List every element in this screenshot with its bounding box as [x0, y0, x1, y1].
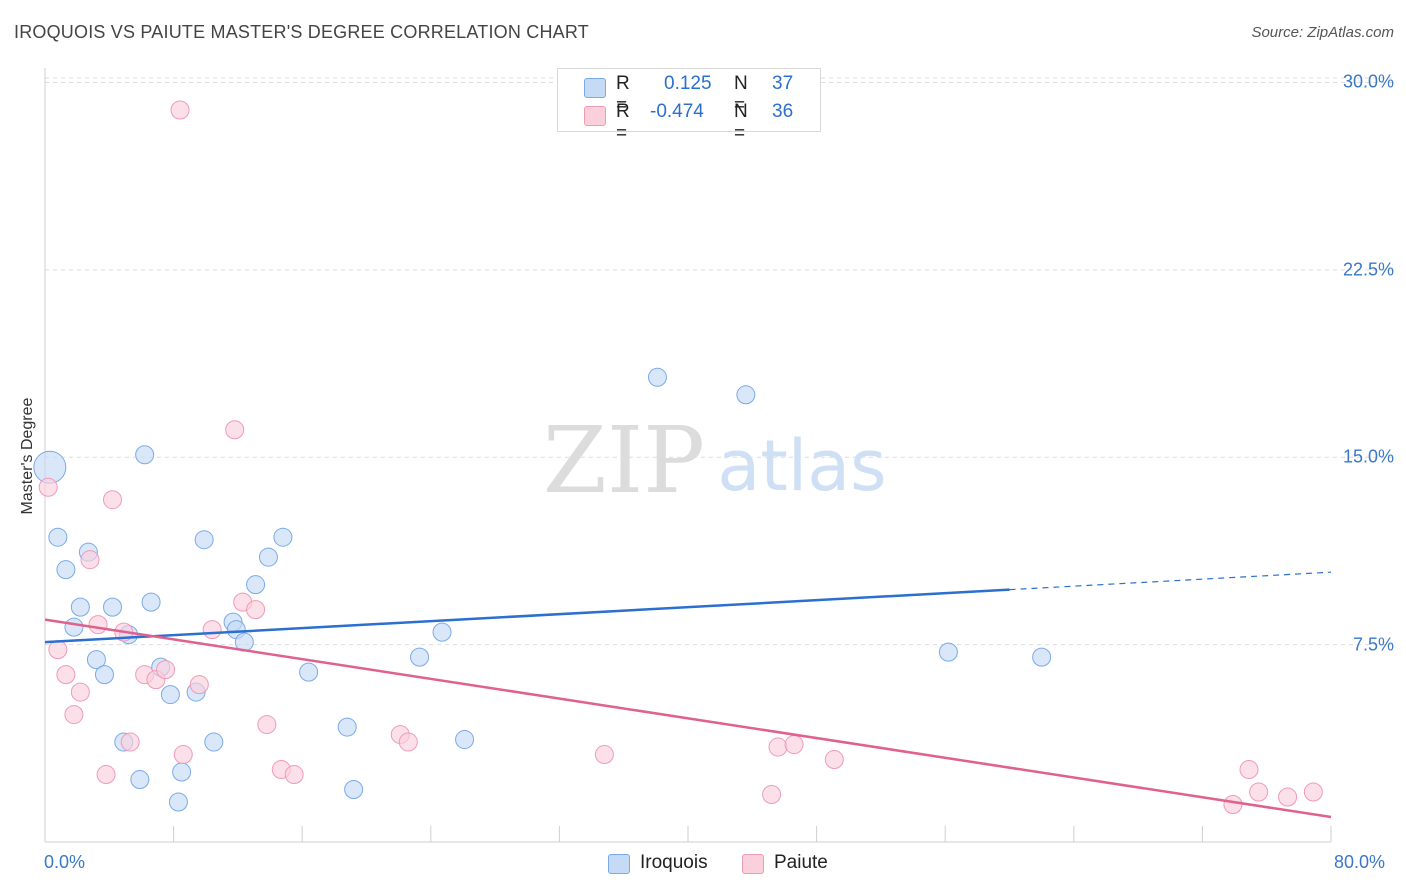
paiute-r-value: -0.474 — [650, 101, 704, 122]
paiute-point — [170, 100, 190, 120]
iroquois-r-value: 0.125 — [664, 73, 712, 94]
iroquois-point — [432, 622, 452, 642]
paiute-point — [38, 477, 58, 497]
iroquois-point — [273, 527, 293, 547]
paiute-r-label: R = — [616, 101, 630, 144]
paiute-point — [202, 620, 222, 640]
paiute-point — [1249, 782, 1269, 802]
paiute-n-value: 36 — [772, 101, 794, 122]
paiute-point — [48, 640, 68, 660]
paiute-point — [824, 750, 844, 770]
iroquois-r-label: R = — [616, 73, 630, 116]
y-tick-label: 22.5% — [1342, 259, 1394, 280]
legend-paiute-label: Paiute — [774, 852, 828, 873]
iroquois-point — [86, 650, 106, 670]
iroquois-point — [135, 445, 155, 465]
legend-paiute-swatch — [742, 854, 764, 874]
iroquois-point — [258, 547, 278, 567]
y-tick-label: 30.0% — [1342, 71, 1394, 92]
iroquois-point — [647, 367, 667, 387]
trend-lines — [44, 571, 1332, 819]
paiute-point — [768, 737, 788, 757]
paiute-point — [156, 660, 176, 680]
paiute-point — [88, 615, 108, 635]
paiute-point — [189, 675, 209, 695]
iroquois-point — [70, 597, 90, 617]
y-tick-label: 15.0% — [1342, 446, 1394, 467]
gridlines — [45, 77, 1392, 646]
paiute-n-label: N = — [734, 101, 748, 144]
x-tick-label-min: 0.0% — [44, 852, 86, 872]
chart-title: IROQUOIS VS PAIUTE MASTER'S DEGREE CORRE… — [14, 22, 589, 42]
paiute-point — [1278, 787, 1298, 807]
paiute-point — [70, 682, 90, 702]
iroquois-point — [194, 530, 214, 550]
iroquois-point — [168, 792, 188, 812]
iroquois-point — [103, 597, 123, 617]
paiute-point — [784, 735, 804, 755]
paiute-point — [1239, 760, 1259, 780]
iroquois-point — [299, 662, 319, 682]
paiute-point — [257, 715, 277, 735]
watermark: ZIP atlas — [543, 407, 887, 514]
paiute-trend-line — [44, 618, 1332, 819]
iroquois-trend-extension — [1009, 571, 1332, 591]
paiute-point — [225, 420, 245, 440]
y-tick-label: 7.5% — [1352, 634, 1394, 655]
source-label: Source: ZipAtlas.com — [1251, 24, 1394, 41]
paiute-point — [246, 600, 266, 620]
iroquois-n-value: 37 — [772, 73, 794, 94]
iroquois-point — [204, 732, 224, 752]
watermark-atlas: atlas — [717, 425, 886, 507]
iroquois-point — [736, 385, 756, 405]
paiute-swatch — [584, 106, 606, 126]
legend-iroquois-swatch — [608, 854, 630, 874]
stats-box: R = 0.125 N = 37 R = -0.474 N = 36 — [557, 68, 821, 144]
iroquois-point — [337, 717, 357, 737]
legend-iroquois-label: Iroquois — [640, 852, 708, 873]
iroquois-point — [48, 527, 68, 547]
iroquois-point — [938, 642, 958, 662]
iroquois-point — [246, 575, 266, 595]
iroquois-point — [141, 592, 161, 612]
y-axis-label: Master's Degree — [19, 397, 36, 515]
iroquois-point — [410, 647, 430, 667]
iroquois-point — [455, 730, 475, 750]
iroquois-point — [94, 665, 114, 685]
iroquois-point — [1032, 647, 1052, 667]
iroquois-point — [172, 762, 192, 782]
paiute-point — [103, 490, 123, 510]
paiute-point — [1223, 795, 1243, 815]
iroquois-point — [64, 617, 84, 637]
paiute-point — [594, 745, 614, 765]
paiute-point — [398, 732, 418, 752]
paiute-point — [284, 765, 304, 785]
iroquois-n-label: N = — [734, 73, 748, 116]
paiute-point — [173, 745, 193, 765]
paiute-point — [120, 732, 140, 752]
iroquois-swatch — [584, 78, 606, 98]
paiute-point — [56, 665, 76, 685]
paiute-point — [64, 705, 84, 725]
paiute-point — [96, 765, 116, 785]
x-tick-label-max: 80.0% — [1334, 852, 1386, 872]
watermark-zip: ZIP — [543, 407, 705, 514]
paiute-point — [762, 785, 782, 805]
paiute-point — [80, 550, 100, 570]
paiute-point — [1303, 782, 1323, 802]
iroquois-point — [130, 770, 150, 790]
iroquois-point — [344, 780, 364, 800]
iroquois-point — [56, 560, 76, 580]
iroquois-trend-line — [44, 588, 1010, 644]
iroquois-point — [160, 685, 180, 705]
